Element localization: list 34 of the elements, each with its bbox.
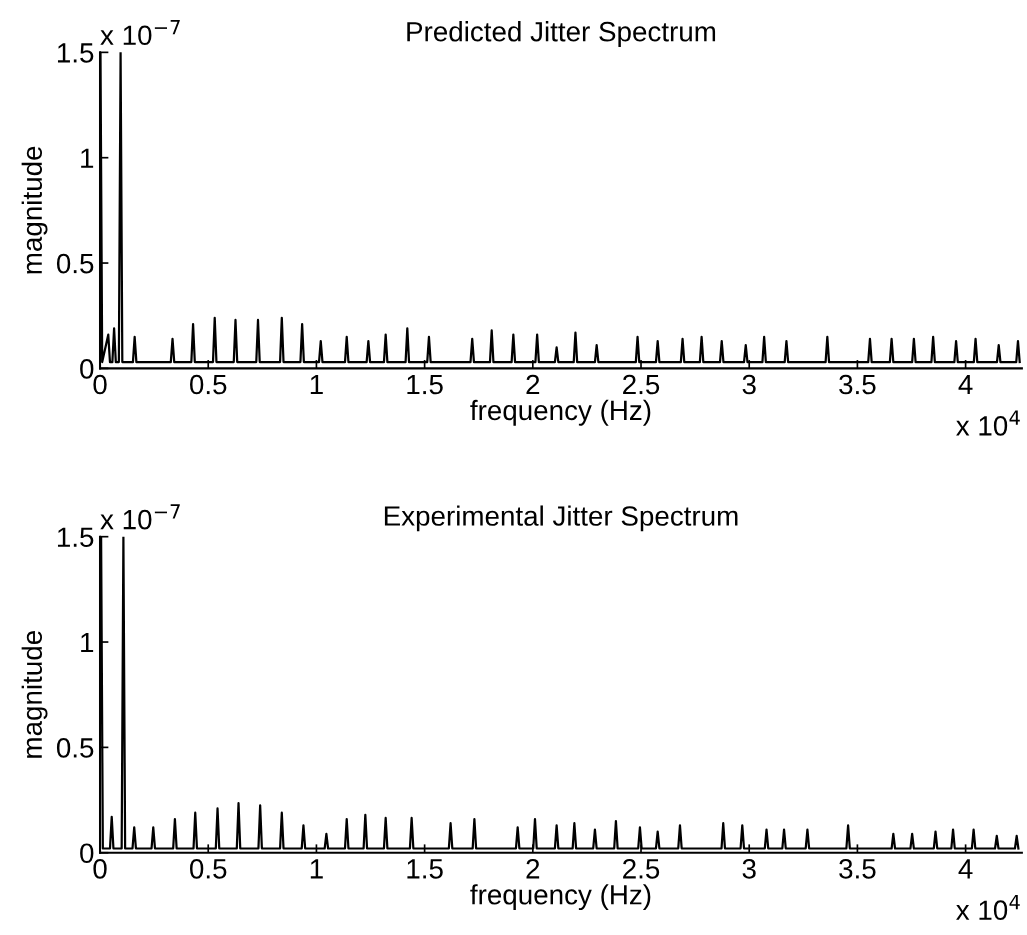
x-axis-title: frequency (Hz): [470, 399, 651, 426]
y-tick-label: 0.5: [56, 253, 94, 274]
x-tick-label: 0.5: [190, 859, 227, 879]
x-tick-label: 3: [742, 374, 756, 395]
x-tick-label: 3.5: [839, 374, 876, 395]
x-tick-label: 1: [310, 374, 323, 395]
x-tick-label: 2: [526, 859, 540, 879]
y-tick-label: 1: [81, 632, 94, 653]
text: x 10$^{4}$: [956, 894, 1020, 921]
x-tick-label: 2.5: [623, 859, 660, 879]
y-tick-label: 1.5: [57, 43, 94, 63]
x-tick-label: 4: [958, 374, 973, 395]
y-tick-label: 0: [80, 359, 94, 379]
x-tick-label: 3: [742, 859, 756, 879]
y-tick-label: 1.5: [57, 527, 94, 548]
x-tick-label: 1.5: [407, 859, 443, 879]
text: x 10$^{4}$: [956, 410, 1020, 436]
y-tick-label: 1: [81, 148, 94, 168]
x-tick-label: 1: [310, 859, 323, 879]
y-axis-title: magnitude: [21, 146, 48, 274]
x-tick-label: 4: [958, 859, 973, 879]
x-tick-label: 2.5: [623, 374, 660, 395]
x-tick-label: 1.5: [407, 374, 443, 395]
y-tick-label: 0.5: [56, 738, 94, 758]
x-tick-label: 3.5: [839, 859, 876, 879]
y-axis-title: magnitude: [21, 631, 48, 758]
text: x 10$^{−7}$: [100, 20, 180, 46]
x-tick-label: 0.5: [190, 374, 227, 395]
y-tick-label: 0: [80, 843, 94, 864]
chart-title: Experimental Jitter Spectrum: [384, 505, 738, 532]
x-axis-title: frequency (Hz): [470, 884, 651, 911]
text: x 10$^{−7}$: [100, 504, 180, 530]
chart-title: Predicted Jitter Spectrum: [407, 21, 716, 48]
x-tick-label: 2: [526, 374, 540, 395]
